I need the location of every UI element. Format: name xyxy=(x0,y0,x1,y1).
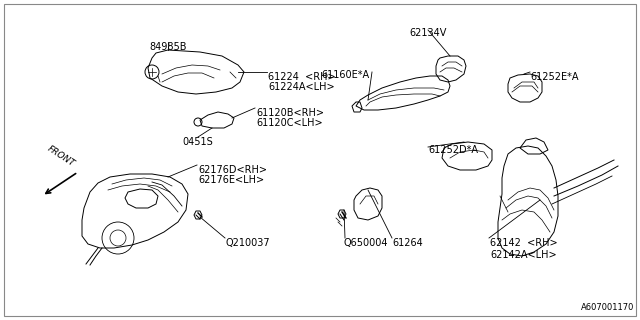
Text: 61160E*A: 61160E*A xyxy=(322,70,370,80)
Text: 62142A<LH>: 62142A<LH> xyxy=(490,250,557,260)
Text: Q650004: Q650004 xyxy=(344,238,388,248)
Text: 61224A<LH>: 61224A<LH> xyxy=(268,82,335,92)
Text: 61120B<RH>: 61120B<RH> xyxy=(256,108,324,118)
Text: 62176E<LH>: 62176E<LH> xyxy=(198,175,264,185)
Text: 62134V: 62134V xyxy=(410,28,447,38)
Text: A607001170: A607001170 xyxy=(580,303,634,312)
Text: 62176D<RH>: 62176D<RH> xyxy=(198,165,267,175)
Text: 62142  <RH>: 62142 <RH> xyxy=(490,238,557,248)
Text: 61252E*A: 61252E*A xyxy=(530,72,579,82)
Text: Q210037: Q210037 xyxy=(226,238,271,248)
Text: FRONT: FRONT xyxy=(45,144,76,168)
Text: 61252D*A: 61252D*A xyxy=(428,145,478,155)
Text: 61264: 61264 xyxy=(392,238,423,248)
Text: 61120C<LH>: 61120C<LH> xyxy=(256,118,323,128)
Text: 61224  <RH>: 61224 <RH> xyxy=(268,72,335,82)
Text: 84985B: 84985B xyxy=(149,42,187,52)
Text: 0451S: 0451S xyxy=(182,137,213,147)
